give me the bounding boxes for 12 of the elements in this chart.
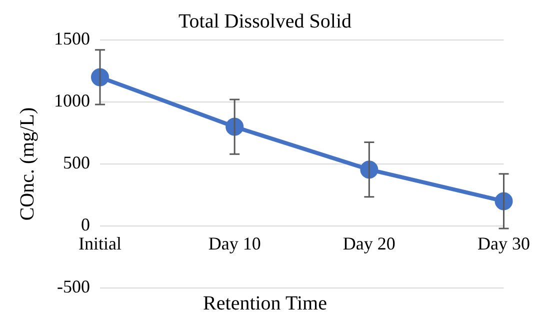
x-tick-label: Initial (78, 234, 122, 254)
chart-title: Total Dissolved Solid (178, 10, 352, 32)
x-tick-label: Day 20 (342, 234, 396, 254)
y-tick-label: 500 (63, 152, 90, 173)
x-axis-title: Retention Time (203, 292, 328, 314)
y-tick-label: 0 (81, 214, 90, 235)
y-axis-title: COnc. (mg/L) (16, 107, 38, 221)
y-tick-label: 1000 (54, 90, 90, 111)
x-tick-label: Day 10 (208, 234, 261, 254)
y-tick-label: 1500 (54, 28, 90, 49)
y-tick-label: -500 (57, 276, 90, 297)
x-tick-label: Day 30 (478, 234, 530, 254)
